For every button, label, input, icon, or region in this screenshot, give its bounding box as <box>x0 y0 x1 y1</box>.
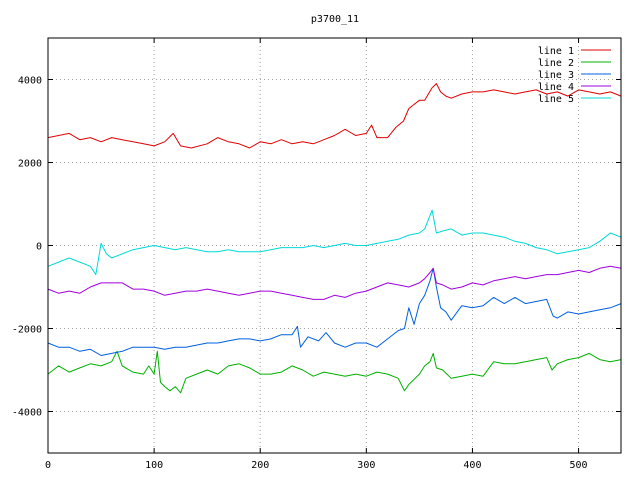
x-tick-label: 0 <box>45 460 51 471</box>
series-line-3 <box>47 267 622 356</box>
x-tick-label: 100 <box>145 460 163 471</box>
axis-ticks: 0 100 200 300 400 500 -4000 -2000 0 2000 4000 <box>12 38 621 471</box>
series-line-5 <box>47 209 622 276</box>
y-tick-label: 2000 <box>18 159 42 170</box>
series-line-1 <box>47 83 622 149</box>
y-tick-label: 4000 <box>18 76 42 87</box>
legend-label: line 2 <box>538 58 574 69</box>
series-line-4 <box>47 265 622 300</box>
legend-label: line 5 <box>538 94 574 105</box>
x-tick-label: 300 <box>357 460 375 471</box>
y-tick-label: -4000 <box>12 408 42 419</box>
legend-label: line 4 <box>538 82 574 93</box>
legend-label: line 1 <box>538 46 574 57</box>
series-line-2 <box>47 350 622 394</box>
series-layer <box>47 83 622 394</box>
x-tick-label: 400 <box>463 460 481 471</box>
x-tick-label: 500 <box>570 460 588 471</box>
y-tick-label: 0 <box>36 242 42 253</box>
x-tick-label: 200 <box>251 460 269 471</box>
legend-label: line 3 <box>538 70 574 81</box>
y-tick-label: -2000 <box>12 325 42 336</box>
chart-title: p3700_11 <box>311 14 359 25</box>
